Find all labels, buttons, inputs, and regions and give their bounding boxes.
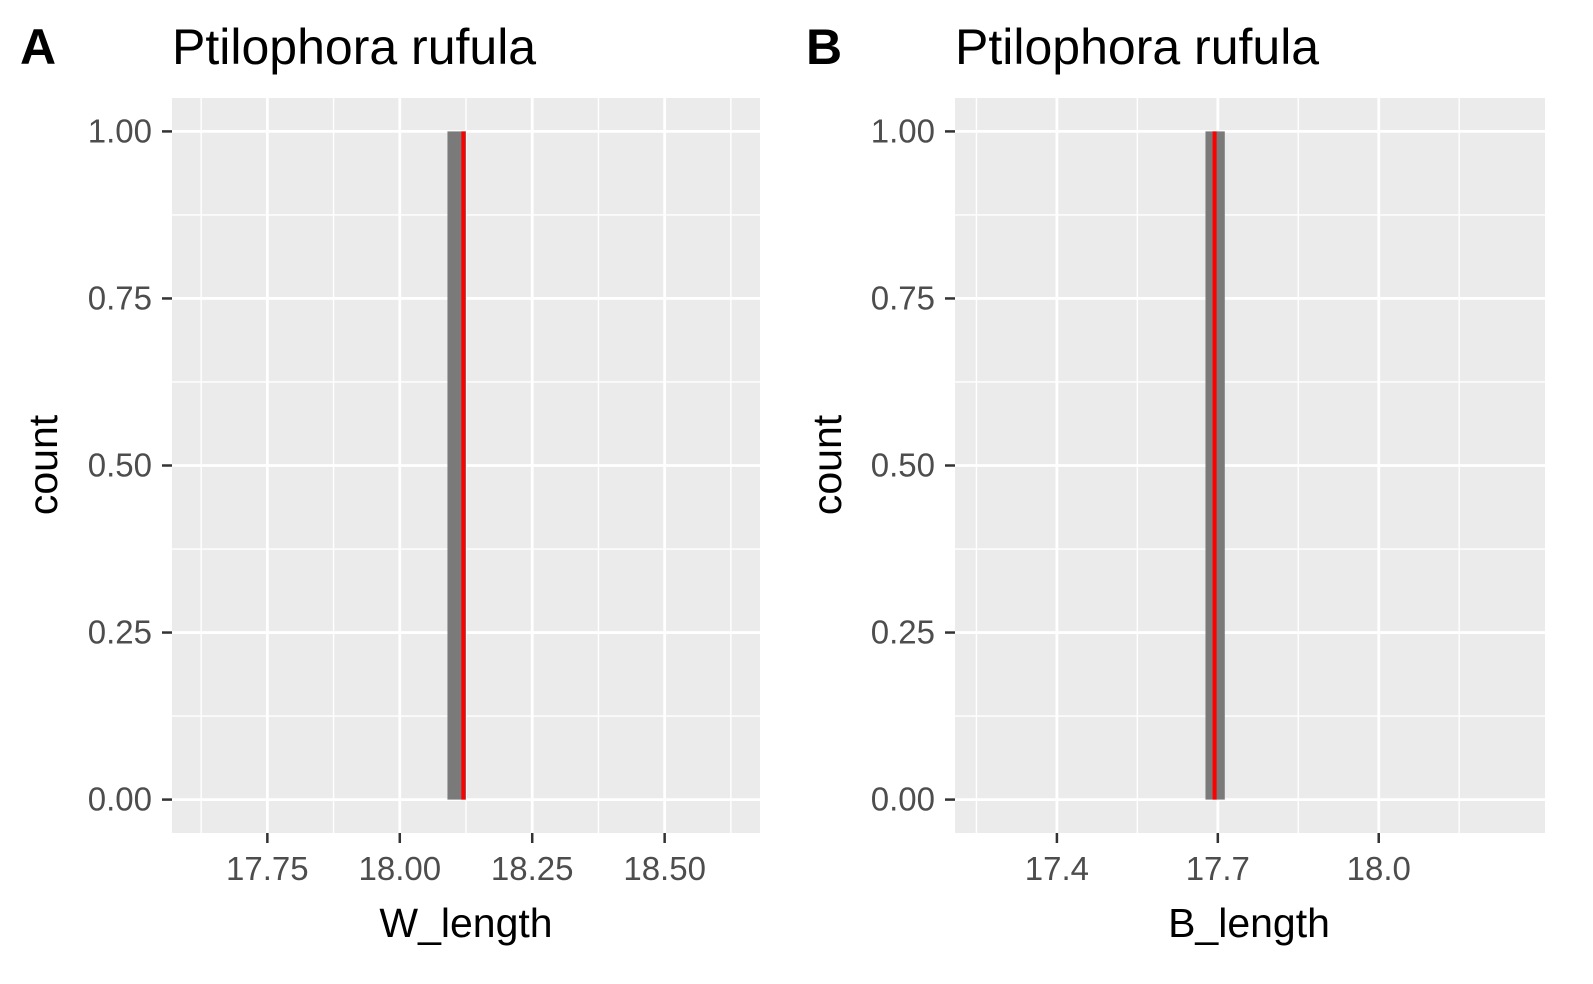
- y-tick-label: 1.00: [88, 112, 152, 149]
- y-tick-label: 0.25: [871, 614, 935, 651]
- x-tick-label: 18.00: [358, 850, 441, 887]
- y-axis-label: count: [804, 414, 850, 515]
- x-tick-label: 17.7: [1186, 850, 1250, 887]
- panel-tag: B: [806, 19, 842, 75]
- x-tick-label: 18.25: [491, 850, 574, 887]
- chart-title: Ptilophora rufula: [955, 19, 1319, 75]
- x-tick-label: 18.0: [1347, 850, 1411, 887]
- x-tick-label: 18.50: [623, 850, 706, 887]
- chart-title: Ptilophora rufula: [172, 19, 536, 75]
- panel-tag: A: [20, 19, 56, 75]
- y-tick-label: 0.00: [88, 781, 152, 818]
- y-tick-label: 0.50: [871, 447, 935, 484]
- x-axis-label: W_length: [379, 900, 552, 946]
- axis-ticks: 0.00 0.25 0.50 0.75 1.00 17.75 18.00 18.25 18.50: [88, 112, 706, 887]
- y-axis-label: count: [20, 414, 66, 515]
- y-tick-label: 0.50: [88, 447, 152, 484]
- panel-b: B Ptilophora rufula 0.00 0.25 0.50 0.75 1.00…: [804, 19, 1545, 946]
- x-axis-label: B_length: [1168, 900, 1330, 946]
- y-tick-label: 0.75: [88, 279, 152, 316]
- y-tick-label: 0.25: [88, 614, 152, 651]
- y-tick-label: 0.75: [871, 279, 935, 316]
- x-tick-label: 17.75: [226, 850, 309, 887]
- y-tick-label: 1.00: [871, 112, 935, 149]
- y-tick-label: 0.00: [871, 781, 935, 818]
- panel-a: A Ptilophora rufula 0.00 0.25 0.50 0.75 1.00…: [20, 19, 760, 946]
- x-tick-label: 17.4: [1025, 850, 1089, 887]
- axis-ticks: 0.00 0.25 0.50 0.75 1.00 17.4 17.7 18.0: [871, 112, 1411, 887]
